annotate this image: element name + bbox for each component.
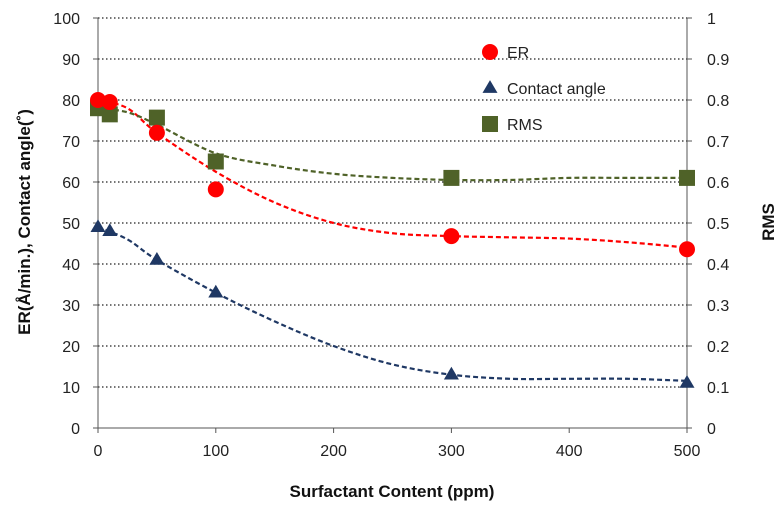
- contact-angle-marker: [90, 219, 106, 232]
- y-right-tick-label: 0.4: [707, 257, 729, 274]
- y-left-tick-label: 50: [62, 216, 80, 233]
- y-right-tick-label: 0.9: [707, 52, 729, 69]
- legend-contact-angle-label: Contact angle: [507, 81, 606, 98]
- y-right-tick-label: 0.8: [707, 93, 729, 110]
- grid-lines: [98, 17, 687, 388]
- x-tick-label: 200: [320, 443, 347, 460]
- rms-marker: [443, 169, 460, 186]
- axes: [93, 17, 692, 433]
- x-tick-label: 100: [202, 443, 229, 460]
- rms-marker: [148, 109, 165, 126]
- y-left-tick-label: 80: [62, 93, 80, 110]
- y-right-tick-label: 0.5: [707, 216, 729, 233]
- contact-angle-marker: [149, 251, 165, 265]
- y-right-tick-label: 0.2: [707, 339, 729, 356]
- y-right-tick-label: 0.7: [707, 134, 729, 151]
- data-markers: [90, 92, 695, 388]
- er-marker: [207, 181, 224, 198]
- rms-marker: [101, 106, 118, 123]
- y-right-tick-label: 0.3: [707, 298, 729, 315]
- legend-contact-angle-marker: [482, 80, 498, 93]
- x-tick-labels: 0 100 200 300 400 500: [94, 443, 701, 460]
- y-right-tick-label: 0: [707, 421, 716, 438]
- y-left-tick-label: 40: [62, 257, 80, 274]
- y-left-tick-label: 10: [62, 380, 80, 397]
- x-axis-title: Surfactant Content (ppm): [290, 482, 495, 501]
- y-right-tick-label: 0.1: [707, 380, 729, 397]
- y-left-tick-label: 100: [53, 11, 80, 28]
- legend: ER Contact angle RMS: [482, 44, 606, 134]
- legend-er-label: ER: [507, 45, 529, 62]
- x-tick-label: 0: [94, 443, 103, 460]
- y-right-tick-label: 0.6: [707, 175, 729, 192]
- y-left-tick-labels: 0 10 20 30 40 50 60 70 80 90 100: [53, 11, 80, 438]
- legend-rms-label: RMS: [507, 117, 543, 134]
- rms-marker: [679, 169, 695, 186]
- er-marker: [679, 241, 695, 258]
- y-left-tick-label: 90: [62, 52, 80, 69]
- contact-angle-trend-line: [97, 226, 688, 382]
- er-marker: [443, 228, 460, 245]
- y-left-tick-label: 30: [62, 298, 80, 315]
- trend-lines: [97, 98, 688, 382]
- x-tick-label: 500: [674, 443, 701, 460]
- y-left-axis-title: ER(Å/min.), Contact angle(˚): [15, 109, 34, 335]
- contact-angle-marker: [679, 374, 695, 388]
- y-left-tick-label: 20: [62, 339, 80, 356]
- y-right-tick-labels: 0 0.1 0.2 0.3 0.4 0.5 0.6 0.7 0.8 0.9 1: [707, 11, 729, 438]
- legend-rms-marker: [482, 116, 498, 132]
- x-tick-label: 400: [556, 443, 583, 460]
- er-trend-line: [97, 98, 688, 249]
- y-left-tick-label: 60: [62, 175, 80, 192]
- er-marker: [101, 94, 118, 111]
- contact-angle-marker: [443, 366, 459, 380]
- y-left-tick-label: 70: [62, 134, 80, 151]
- er-marker: [90, 92, 106, 108]
- contact-angle-marker: [208, 284, 224, 298]
- contact-angle-marker: [102, 223, 118, 237]
- er-marker: [148, 124, 165, 141]
- x-tick-label: 300: [438, 443, 465, 460]
- y-right-tick-label: 1: [707, 11, 716, 28]
- y-right-axis-title: RMS: [759, 203, 778, 241]
- y-left-tick-label: 0: [71, 421, 80, 438]
- rms-trend-line: [97, 107, 687, 182]
- legend-er-marker: [482, 44, 498, 60]
- rms-marker: [207, 153, 224, 170]
